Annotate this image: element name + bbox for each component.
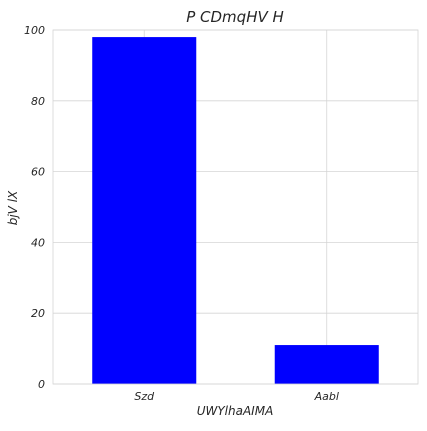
x-axis-label: UWYlhaAIMA xyxy=(197,404,274,418)
bar-aabl xyxy=(274,345,379,384)
y-tick-label: 60 xyxy=(31,166,45,179)
chart-title: P CDmqHV H xyxy=(186,8,284,26)
y-axis-label: bjV lX xyxy=(6,190,20,225)
y-tick-label: 100 xyxy=(24,24,45,37)
y-tick-labels: 0 20 40 60 80 100 xyxy=(24,24,45,391)
plot-border xyxy=(52,29,419,385)
y-tick-label: 80 xyxy=(31,95,45,108)
plot-frame xyxy=(52,29,419,385)
x-tick-label: Szd xyxy=(134,390,155,403)
y-tick-label: 40 xyxy=(31,236,45,249)
x-tick-labels: Szd Aabl xyxy=(134,390,339,403)
y-tick-label: 20 xyxy=(31,307,45,320)
bars xyxy=(92,37,379,385)
y-tick-label: 0 xyxy=(38,378,45,391)
bar-szd xyxy=(92,37,197,385)
x-tick-label: Aabl xyxy=(314,390,339,403)
